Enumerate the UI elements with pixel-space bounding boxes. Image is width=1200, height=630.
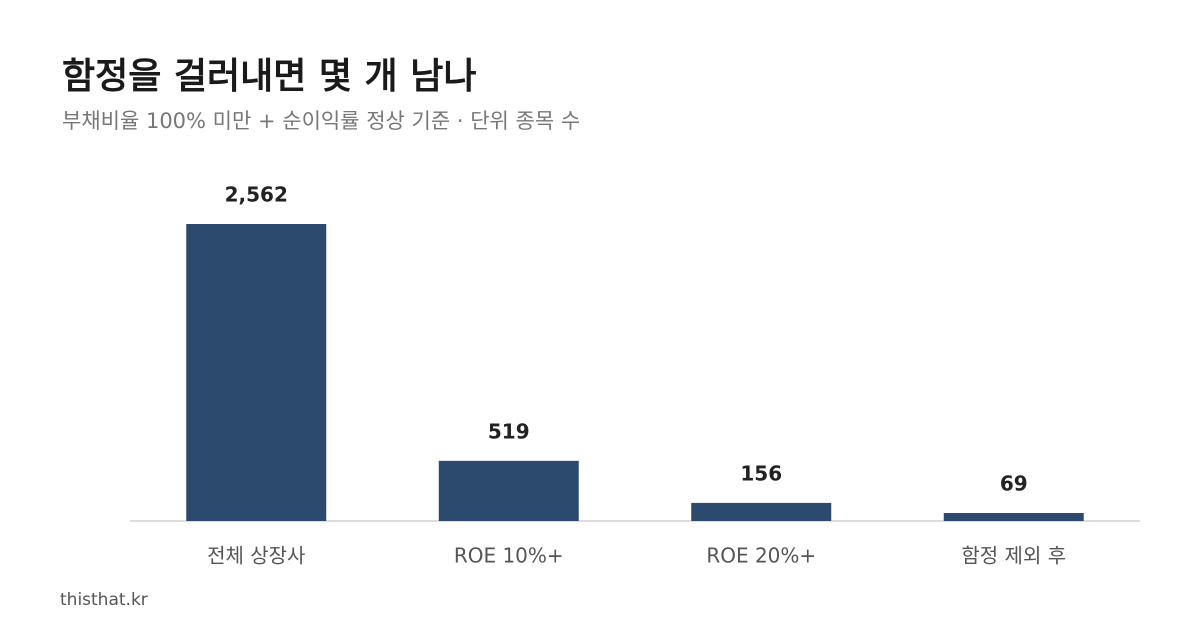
bar <box>943 513 1084 521</box>
source: thisthat.kr <box>60 590 148 610</box>
value-label: 156 <box>740 461 782 485</box>
value-label: 69 <box>1000 472 1028 496</box>
value-label: 519 <box>488 419 530 443</box>
x-tick-label: 함정 제외 후 <box>961 544 1066 568</box>
chart-title: 함정을 걸러내면 몇 개 남나 <box>62 56 476 97</box>
bar <box>438 460 579 521</box>
x-tick-label: ROE 10%+ <box>454 544 564 568</box>
x-tick-label: 전체 상장사 <box>207 544 305 568</box>
chart-subtitle: 부채비율 100% 미만 + 순이익률 정상 기준 · 단위 종목 수 <box>62 109 580 133</box>
value-label: 2,562 <box>225 183 288 207</box>
x-tick-label: ROE 20%+ <box>706 544 816 568</box>
bar <box>691 502 832 521</box>
bar <box>186 224 327 521</box>
